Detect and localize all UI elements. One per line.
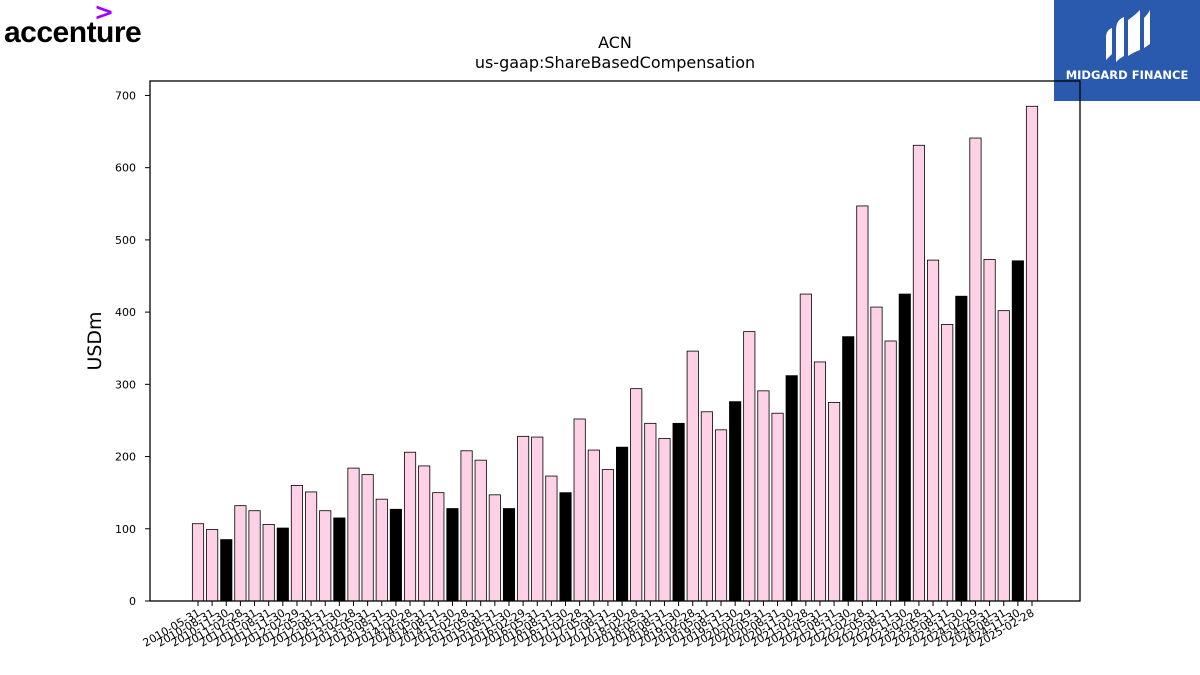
y-tick-label: 700 <box>115 89 136 102</box>
bar <box>1011 260 1024 602</box>
chart-title: ACN <box>598 33 632 52</box>
bar <box>432 492 445 602</box>
bar <box>446 508 459 602</box>
bar <box>898 293 911 602</box>
bar <box>997 310 1010 602</box>
bar <box>517 435 530 602</box>
bar <box>361 474 374 602</box>
bar <box>389 508 402 602</box>
y-tick-label: 300 <box>115 378 136 391</box>
bar <box>347 467 360 602</box>
plot-frame <box>149 80 1081 602</box>
midgard-logo-text: MIDGARD FINANCE <box>1065 68 1189 82</box>
bar <box>206 529 219 602</box>
bar <box>276 527 289 602</box>
bar <box>658 438 671 602</box>
bar <box>191 523 205 602</box>
accenture-logo-mark: > <box>94 0 115 26</box>
bar <box>771 412 784 602</box>
y-tick-label: 600 <box>115 162 136 175</box>
bar <box>319 510 332 602</box>
bar <box>983 258 996 602</box>
bar <box>333 517 346 602</box>
y-tick-label: 500 <box>115 234 136 247</box>
bar <box>969 137 982 602</box>
midgard-logo-icon <box>1106 10 1150 62</box>
bar <box>403 451 417 602</box>
bars-group <box>191 105 1039 602</box>
bar <box>912 144 925 602</box>
bar <box>601 469 614 602</box>
bar <box>587 449 600 602</box>
bar <box>686 350 699 602</box>
bar <box>290 485 304 602</box>
bar <box>248 510 261 602</box>
bar <box>375 498 388 602</box>
bar <box>757 390 770 602</box>
bar <box>785 375 798 602</box>
bar <box>573 418 586 602</box>
bar <box>418 465 431 602</box>
accenture-logo-text: accenture <box>4 16 142 49</box>
y-tick-label: 0 <box>129 595 136 608</box>
bar <box>842 336 855 602</box>
bar <box>1025 105 1039 602</box>
bar <box>305 491 318 602</box>
bar <box>220 539 233 602</box>
y-axis-label: USDm <box>84 311 106 370</box>
bar <box>714 429 728 602</box>
bar <box>262 524 275 602</box>
bar <box>672 422 685 602</box>
bar <box>927 259 940 602</box>
y-tick-label: 100 <box>115 523 136 536</box>
bar <box>234 505 247 602</box>
bar <box>474 459 487 602</box>
bar <box>743 331 756 602</box>
accenture-logo: > accenture <box>4 0 174 52</box>
bar <box>644 422 657 602</box>
bar <box>856 205 869 602</box>
bar <box>870 306 883 602</box>
y-tick-label: 200 <box>115 451 136 464</box>
bar <box>700 411 713 602</box>
bar <box>630 388 643 602</box>
bar <box>545 475 558 602</box>
bar <box>729 401 742 602</box>
bar <box>488 494 501 602</box>
chart-subtitle: us-gaap:ShareBasedCompensation <box>475 53 755 72</box>
bar <box>460 450 473 602</box>
bar <box>813 361 827 602</box>
bar <box>799 293 812 602</box>
bar <box>531 436 544 602</box>
bar <box>559 492 572 602</box>
bar <box>502 508 516 602</box>
bar <box>941 323 954 602</box>
bar <box>616 446 629 602</box>
bar <box>828 401 841 602</box>
y-tick-label: 400 <box>115 306 136 319</box>
x-axis-ticks: 2010-05-312010-08-312010-11-302011-02-28… <box>141 601 1037 650</box>
midgard-finance-logo: MIDGARD FINANCE <box>1054 0 1200 101</box>
bar <box>955 295 968 602</box>
bar <box>884 340 897 602</box>
y-axis-ticks: 0 100 200 300 400 500 600 700 <box>115 89 150 608</box>
